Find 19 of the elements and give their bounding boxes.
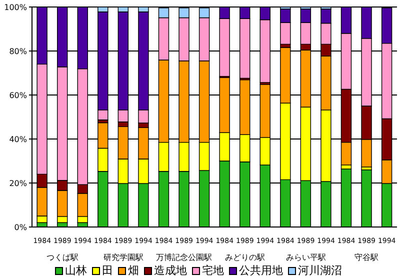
text: つくば駅 xyxy=(46,253,78,262)
legend-label: 山林 xyxy=(64,263,87,278)
y-tick-label: 0% xyxy=(14,222,28,232)
y-tick-label: 40% xyxy=(9,134,28,144)
legend-label: 河川湖沼 xyxy=(297,263,342,278)
text: みどりの駅 xyxy=(224,253,265,262)
legend-label: 公共用地 xyxy=(238,263,283,278)
text: 守谷駅 xyxy=(354,253,379,262)
legend-label: 宅地 xyxy=(201,263,224,278)
text: みらい平駅 xyxy=(286,253,326,262)
y-tick-label: 60% xyxy=(9,90,28,100)
text: 研究学園駅 xyxy=(103,253,144,262)
y-tick-label: 100% xyxy=(4,2,28,12)
legend-label: 田 xyxy=(101,263,113,278)
y-tick-label: 80% xyxy=(9,46,28,56)
y-tick-label: 20% xyxy=(9,178,28,188)
text: 万博記念公園駅 xyxy=(156,253,212,262)
legend-label: 畑 xyxy=(127,263,139,278)
legend-label: 造成地 xyxy=(153,263,187,278)
